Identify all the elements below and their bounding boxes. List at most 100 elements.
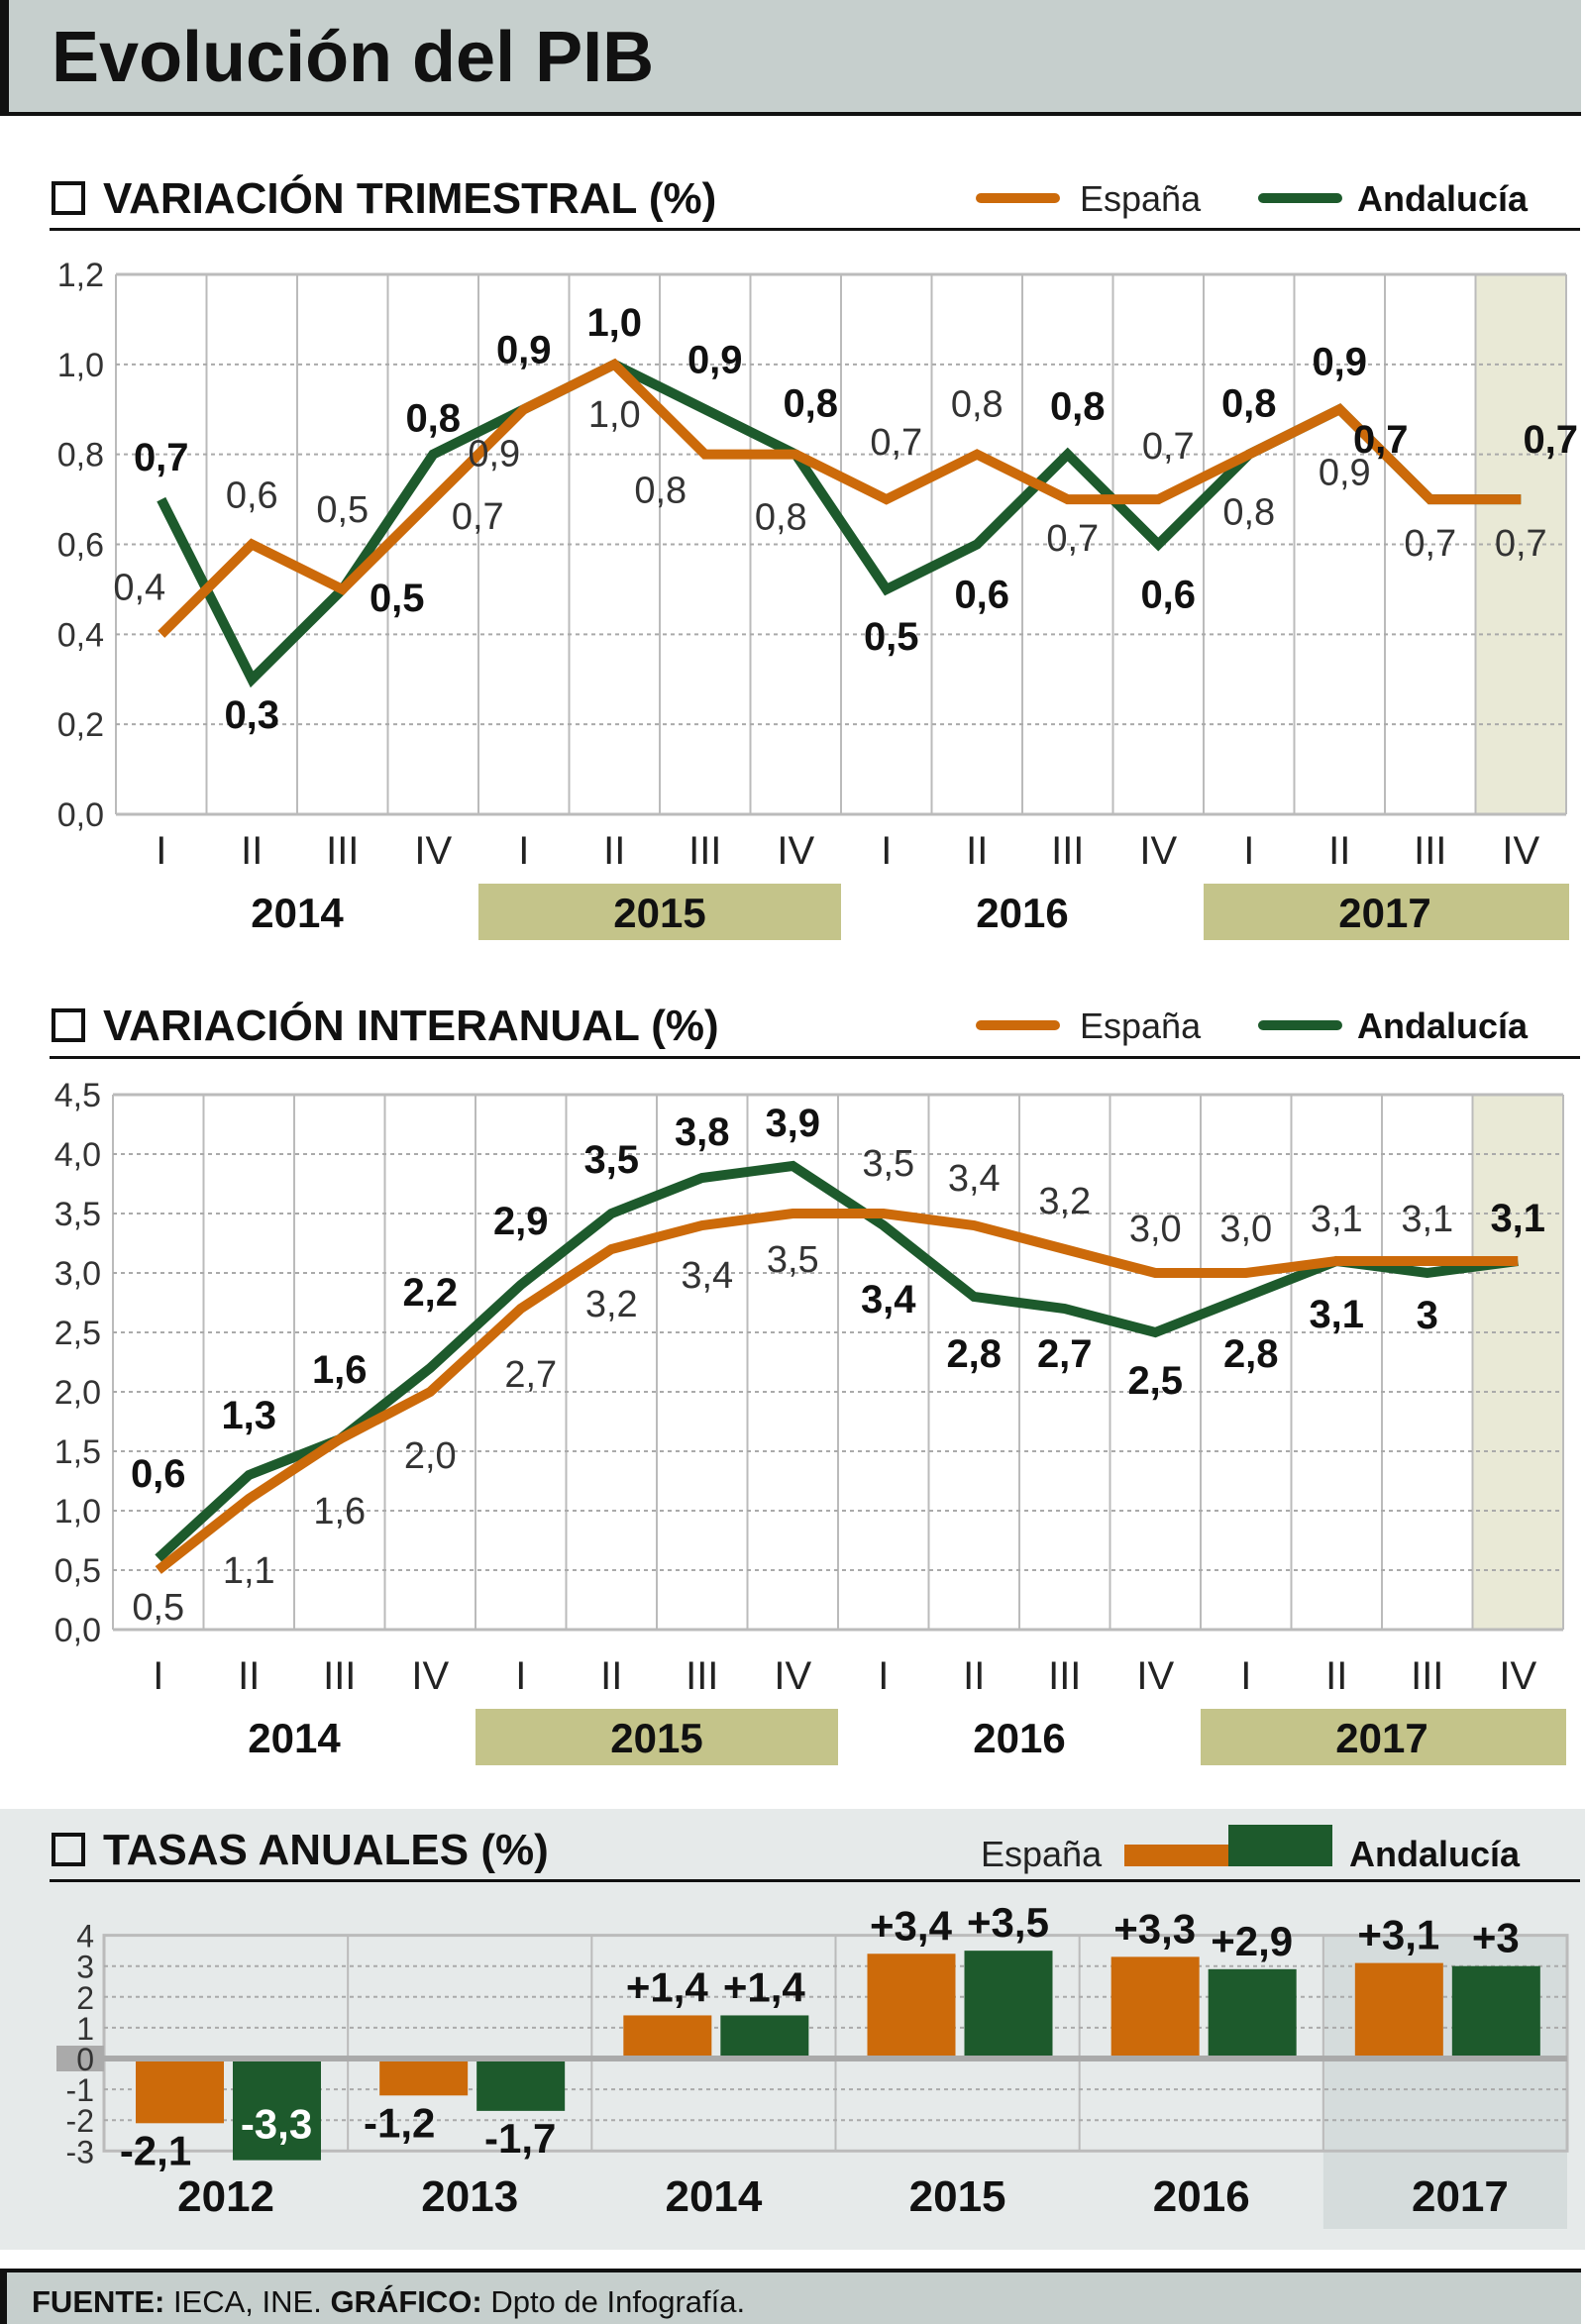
x-tick-quarter: I: [518, 829, 529, 873]
bar-spain: [867, 1954, 956, 2059]
legend-swatch-andalucia: [1258, 193, 1342, 203]
data-label-andalucia: 0,9: [1312, 340, 1367, 383]
x-tick-quarter: IV: [1139, 829, 1177, 873]
data-label-andalucia: 2,8: [946, 1332, 1002, 1376]
bar-andalucia: [720, 2015, 809, 2059]
year-box: [1204, 884, 1569, 940]
data-label-andalucia: +2,9: [1211, 1918, 1293, 1964]
data-label-andalucia: 2,2: [402, 1271, 458, 1315]
section-rule: [50, 1056, 1580, 1059]
data-label-andalucia: +1,4: [723, 1963, 806, 2010]
data-label-andalucia: 3,8: [675, 1110, 730, 1154]
footer-credits: FUENTE: IECA, INE. GRÁFICO: Dpto de Info…: [32, 2284, 745, 2319]
data-label-spain: -2,1: [120, 2127, 191, 2173]
section-checkbox-icon: [52, 1833, 85, 1866]
zero-line: [104, 2056, 1567, 2061]
y-tick-label: 0,0: [57, 796, 104, 834]
y-tick-label: 4,5: [54, 1077, 101, 1114]
data-label-spain: 3,5: [767, 1239, 819, 1281]
highlight-column: [1472, 1095, 1563, 1630]
x-tick-year: 2013: [421, 2172, 518, 2221]
year-box: [476, 1709, 838, 1765]
data-label-andalucia: 2,8: [1223, 1332, 1279, 1376]
data-label-spain: 0,7: [1142, 426, 1195, 468]
x-tick-quarter: II: [603, 829, 625, 873]
x-tick-quarter: II: [966, 829, 988, 873]
section-title: VARIACIÓN TRIMESTRAL (%): [103, 173, 716, 223]
data-label-andalucia: 0,7: [134, 436, 189, 479]
data-label-andalucia: +3,5: [967, 1899, 1049, 1946]
data-label-andalucia: +3: [1472, 1915, 1520, 1961]
data-label-andalucia: -1,7: [484, 2115, 556, 2162]
y-tick-label: 1,5: [54, 1433, 101, 1471]
x-tick-year: 2016: [973, 1715, 1065, 1761]
x-tick-year: 2016: [976, 890, 1068, 936]
y-tick-label: 1,0: [54, 1493, 101, 1531]
legend-swatch-spain: [976, 1020, 1060, 1030]
y-tick-label: 1,0: [57, 347, 104, 384]
y-tick-label: 3,0: [54, 1255, 101, 1293]
data-label-spain: 2,0: [404, 1435, 457, 1477]
line-spain: [158, 358, 1522, 638]
bar-andalucia: [233, 2059, 321, 2161]
annual-chart: TASAS ANUALES (%) España Andalucía -3-2-101…: [50, 1825, 1580, 2229]
x-tick-year: 2014: [251, 890, 344, 936]
graphic-text: Dpto de Infografía.: [482, 2284, 745, 2319]
x-tick-quarter: IV: [414, 829, 452, 873]
quarterly-chart: VARIACIÓN TRIMESTRAL (%) España Andalucía 0…: [50, 173, 1580, 940]
data-label-spain: 0,9: [1319, 452, 1371, 493]
data-label-andalucia: 0,6: [1140, 574, 1196, 617]
footer-accent: [0, 2269, 7, 2324]
footer-rule: [0, 2269, 1581, 2272]
data-label-spain: 3,2: [1038, 1181, 1091, 1222]
data-label-spain: 0,7: [452, 496, 504, 538]
data-label-andalucia: 2,7: [1037, 1332, 1093, 1376]
legend-label-spain: España: [1080, 1005, 1202, 1046]
x-tick-quarter: III: [323, 1654, 356, 1698]
data-label-spain: 3,1: [1311, 1199, 1363, 1240]
x-tick-quarter: I: [515, 1654, 526, 1698]
x-tick-quarter: II: [1325, 1654, 1347, 1698]
x-tick-quarter: I: [1243, 829, 1254, 873]
data-label-spain: 0,8: [951, 384, 1004, 426]
y-tick-label: 0,4: [57, 616, 104, 654]
data-label-spain: 3,0: [1219, 1209, 1272, 1250]
data-label-andalucia: 3,4: [861, 1278, 916, 1321]
data-label-andalucia: 1,6: [312, 1348, 368, 1392]
x-tick-quarter: II: [963, 1654, 985, 1698]
header-accent: [0, 0, 9, 116]
data-label-spain: 2,7: [504, 1354, 557, 1396]
data-label-spain: 0,9: [468, 433, 520, 475]
year-box: [1201, 1709, 1566, 1765]
bar-andalucia: [1451, 1965, 1540, 2059]
section-rule: [50, 1879, 1580, 1882]
data-label-spain: 0,8: [634, 471, 687, 512]
y-tick-label: 3,5: [54, 1196, 101, 1233]
x-tick-quarter: III: [1411, 1654, 1443, 1698]
data-label-spain: 0,7: [870, 422, 922, 464]
x-tick-quarter: IV: [774, 1654, 811, 1698]
y-tick-label: 2: [76, 1980, 94, 2016]
x-tick-quarter: III: [1414, 829, 1446, 873]
data-label-spain: 1,6: [313, 1491, 366, 1532]
bar-spain: [1110, 1956, 1200, 2059]
data-label-andalucia: 3,1: [1490, 1197, 1545, 1240]
y-tick-label: 4,0: [54, 1136, 101, 1174]
legend-swatch-spain: [976, 193, 1060, 203]
x-tick-year: 2015: [610, 1715, 702, 1761]
data-label-andalucia: -3,3: [241, 2101, 312, 2148]
data-label-spain: 0,5: [316, 489, 369, 531]
section-checkbox-icon: [52, 181, 85, 215]
section-title: VARIACIÓN INTERANUAL (%): [103, 1001, 719, 1050]
y-tick-label: 0,0: [54, 1612, 101, 1649]
data-label-spain: 1,0: [588, 394, 641, 436]
y-tick-label: 0,6: [57, 527, 104, 565]
data-label-andalucia: 3,9: [765, 1102, 820, 1145]
x-tick-year: 2017: [1335, 1715, 1427, 1761]
legend-swatch-andalucia: [1258, 1020, 1342, 1030]
data-label-spain: 3,4: [948, 1158, 1001, 1200]
y-tick-label: 2,5: [54, 1315, 101, 1352]
data-label-spain: +3,3: [1113, 1905, 1196, 1952]
section-checkbox-icon: [52, 1008, 85, 1042]
header-rule: [0, 112, 1581, 116]
